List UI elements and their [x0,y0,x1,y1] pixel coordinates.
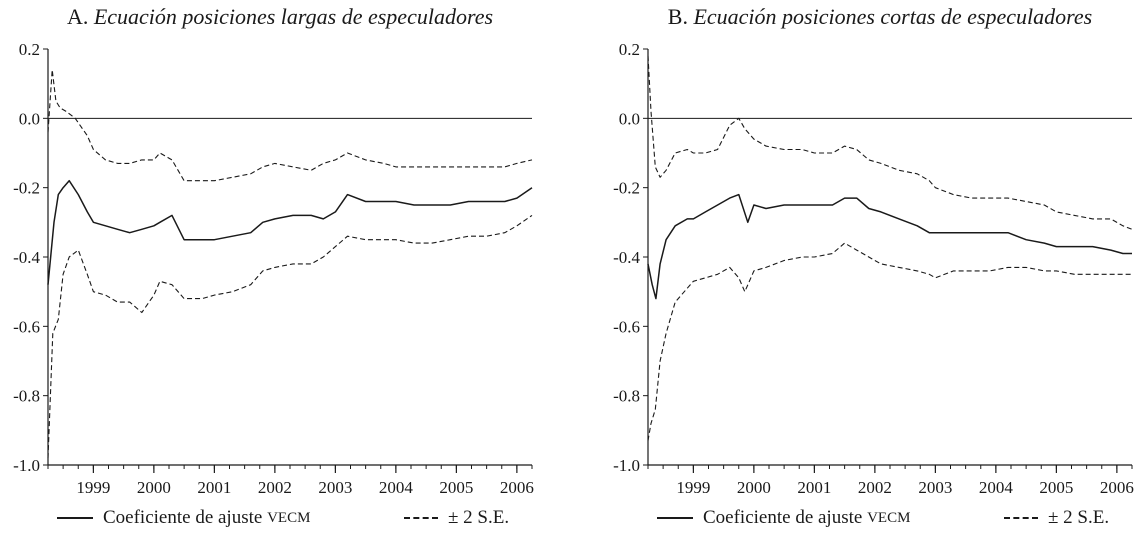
x-tick-label: 2005 [1039,478,1073,497]
legend-dashed-swatch [1004,517,1038,519]
legend-solid-swatch [57,517,93,519]
x-tick-label: 2002 [858,478,892,497]
legend-item-se: ± 2 S.E. [1004,507,1109,529]
x-tick-label: 2006 [1100,478,1134,497]
y-tick-label: 0.2 [19,40,40,59]
y-tick-label: -0.4 [613,248,640,267]
series-line-se-lower [647,242,1132,441]
legend-item-coeficiente: Coeficiente de ajuste VECM [57,507,310,529]
y-tick-label: -0.4 [13,248,40,267]
y-tick-label: 0.0 [619,109,640,128]
legend-solid-label-sc: VECM [867,509,911,526]
chart-title-letter: B. [667,4,688,29]
x-tick-label: 2001 [197,478,231,497]
legend-solid-label: Coeficiente de ajuste [703,507,863,528]
y-tick-label: -0.8 [13,387,40,406]
series-line-coeficiente [47,179,533,285]
series-line-coeficiente [647,193,1132,300]
chart-title-text: Ecuación posiciones largas de especulado… [93,4,494,29]
y-tick-label: -0.8 [613,387,640,406]
y-tick-label: 0.2 [619,40,640,59]
series-line-se-upper [647,55,1133,230]
y-tick-label: -1.0 [613,456,640,475]
chart-a: 0.2 0.0 -0.2 -0.4 -0.6 -0.8 -1.0 1999 2000 2001 20… [13,40,534,497]
legend-dashed-label: ± 2 S.E. [448,507,510,528]
x-tick-label: 1999 [676,478,710,497]
series-line-se-lower [47,214,533,459]
y-tick-label: -0.6 [613,317,640,336]
x-tick-label: 2005 [439,478,473,497]
legend-item-se: ± 2 S.E. [404,507,509,529]
legend-solid-label-sc: VECM [267,509,311,526]
x-tick-label: 2003 [918,478,952,497]
x-tick-label: 2004 [379,478,414,497]
legend-solid-label: Coeficiente de ajuste [103,507,263,528]
legend-solid-swatch [657,517,693,519]
x-tick-label: 2000 [137,478,171,497]
x-tick-label: 2003 [318,478,352,497]
x-tick-label: 1999 [76,478,110,497]
legend-b: Coeficiente de ajuste VECM ± 2 S.E. [600,507,1142,531]
x-tick-label: 2004 [979,478,1014,497]
chart-b: 0.2 0.0 -0.2 -0.4 -0.6 -0.8 -1.0 1999 2000 2001 20… [613,40,1134,497]
x-tick-label: 2000 [737,478,771,497]
y-tick-label: -0.2 [13,179,40,198]
panel-b: B. Ecuación posiciones cortas de especul… [600,0,1142,533]
chart-title-letter: A. [66,4,89,29]
y-tick-label: -0.2 [613,179,640,198]
chart-title-text: Ecuación posiciones cortas de especulado… [693,4,1093,29]
legend-item-coeficiente: Coeficiente de ajuste VECM [657,507,910,529]
x-tick-label: 2001 [797,478,831,497]
y-tick-label: 0.0 [19,109,40,128]
chart-title: A. Ecuación posiciones largas de especul… [0,4,560,30]
x-tick-label: 2002 [258,478,292,497]
legend-dashed-swatch [404,517,438,519]
y-tick-label: -0.6 [13,317,40,336]
x-tick-label: 2006 [500,478,534,497]
panel-a: A. Ecuación posiciones largas de especul… [0,0,560,533]
chart-title: B. Ecuación posiciones cortas de especul… [600,4,1142,30]
y-tick-label: -1.0 [13,456,40,475]
series-line-se-upper [47,69,533,182]
legend-a: Coeficiente de ajuste VECM ± 2 S.E. [0,507,560,531]
legend-dashed-label: ± 2 S.E. [1048,507,1110,528]
